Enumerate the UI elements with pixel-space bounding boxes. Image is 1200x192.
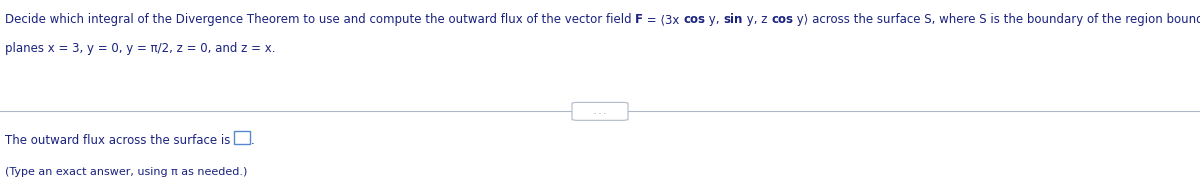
Text: y, z: y, z <box>743 13 772 26</box>
Text: The outward flux across the surface is: The outward flux across the surface is <box>5 134 234 147</box>
FancyBboxPatch shape <box>234 131 250 144</box>
Text: .: . <box>251 134 254 147</box>
Text: y⟩ across the surface S, where S is the boundary of the region bounded by the: y⟩ across the surface S, where S is the … <box>793 13 1200 26</box>
Text: planes x = 3, y = 0, y = π/2, z = 0, and z = x.: planes x = 3, y = 0, y = π/2, z = 0, and… <box>5 42 275 55</box>
Text: = ⟨3x: = ⟨3x <box>643 13 683 26</box>
FancyBboxPatch shape <box>572 102 628 120</box>
Text: cos: cos <box>683 13 706 26</box>
Text: . . .: . . . <box>594 107 606 116</box>
Text: (Type an exact answer, using π as needed.): (Type an exact answer, using π as needed… <box>5 167 247 177</box>
Text: F: F <box>635 13 643 26</box>
Text: cos: cos <box>772 13 793 26</box>
Text: sin: sin <box>724 13 743 26</box>
Text: y,: y, <box>706 13 724 26</box>
Text: Decide which integral of the Divergence Theorem to use and compute the outward f: Decide which integral of the Divergence … <box>5 13 635 26</box>
